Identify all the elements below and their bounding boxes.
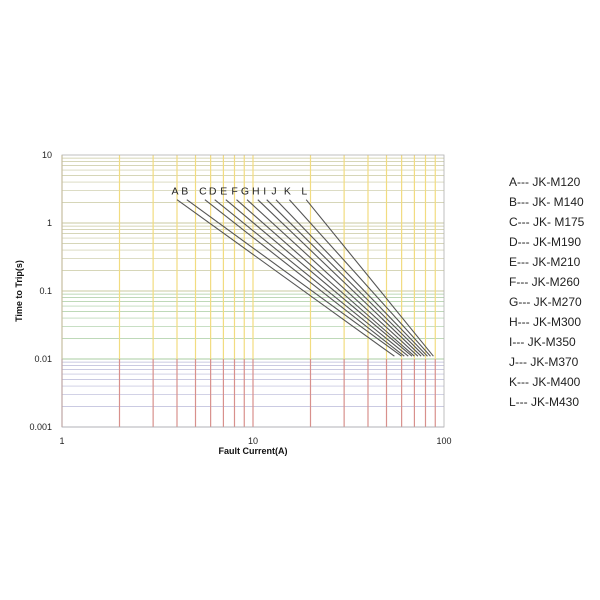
x-tick-label: 1 bbox=[59, 436, 64, 446]
legend-item-l: L--- JK-M430 bbox=[509, 395, 580, 409]
curve-l bbox=[305, 199, 434, 357]
y-tick-label: 0.1 bbox=[39, 286, 52, 296]
y-tick-label: 0.001 bbox=[29, 422, 52, 432]
legend-item-b: B--- JK- M140 bbox=[509, 195, 584, 209]
curve-label-i: I bbox=[263, 186, 266, 198]
curve-label-g: G bbox=[241, 186, 249, 198]
legend-item-i: I--- JK-M350 bbox=[509, 335, 576, 349]
x-tick-label: 10 bbox=[248, 436, 258, 446]
curve-label-j: J bbox=[271, 186, 276, 198]
legend-item-j: J--- JK-M370 bbox=[509, 355, 579, 369]
x-axis-title: Fault Current(A) bbox=[219, 446, 288, 456]
curve-d bbox=[214, 199, 409, 357]
curve-a bbox=[176, 199, 395, 357]
y-tick-labels: 0.001 0.01 0.1 1 10 bbox=[29, 150, 52, 432]
curve-g bbox=[246, 199, 419, 357]
legend-item-a: A--- JK-M120 bbox=[509, 175, 581, 189]
curve-e bbox=[225, 199, 413, 357]
legend-item-e: E--- JK-M210 bbox=[509, 255, 581, 269]
legend-item-k: K--- JK-M400 bbox=[509, 375, 581, 389]
curve-label-k: K bbox=[284, 186, 291, 198]
legend-item-c: C--- JK- M175 bbox=[509, 215, 585, 229]
legend-item-h: H--- JK-M300 bbox=[509, 315, 582, 329]
x-tick-labels: 1 10 100 bbox=[59, 436, 451, 446]
curve-f bbox=[236, 199, 415, 357]
y-axis-title: Time to Trip(s) bbox=[14, 260, 24, 322]
curve-label-h: H bbox=[252, 186, 260, 198]
y-tick-label: 0.01 bbox=[34, 354, 52, 364]
curve-h bbox=[257, 199, 422, 357]
legend-item-f: F--- JK-M260 bbox=[509, 275, 580, 289]
y-tick-label: 1 bbox=[47, 218, 52, 228]
x-tick-label: 100 bbox=[436, 436, 451, 446]
grid bbox=[61, 155, 444, 428]
y-tick-label: 10 bbox=[42, 150, 52, 160]
legend-item-g: G--- JK-M270 bbox=[509, 295, 582, 309]
curve-c bbox=[204, 199, 405, 357]
curve-label-b: B bbox=[181, 186, 188, 198]
curve-i bbox=[266, 199, 425, 357]
curve-label-c: C bbox=[199, 186, 207, 198]
curve-b bbox=[186, 199, 402, 357]
curve-label-l: L bbox=[301, 186, 307, 198]
curve-label-d: D bbox=[209, 186, 217, 198]
curve-label-e: E bbox=[220, 186, 227, 198]
legend: A--- JK-M120 B--- JK- M140 C--- JK- M175 D-… bbox=[509, 172, 584, 412]
curve-j bbox=[275, 199, 428, 357]
curve-label-f: F bbox=[231, 186, 237, 198]
curves bbox=[176, 199, 434, 357]
plot-frame bbox=[61, 154, 445, 428]
legend-item-d: D--- JK-M190 bbox=[509, 235, 582, 249]
curve-k bbox=[288, 199, 431, 357]
curve-label-a: A bbox=[171, 186, 178, 198]
